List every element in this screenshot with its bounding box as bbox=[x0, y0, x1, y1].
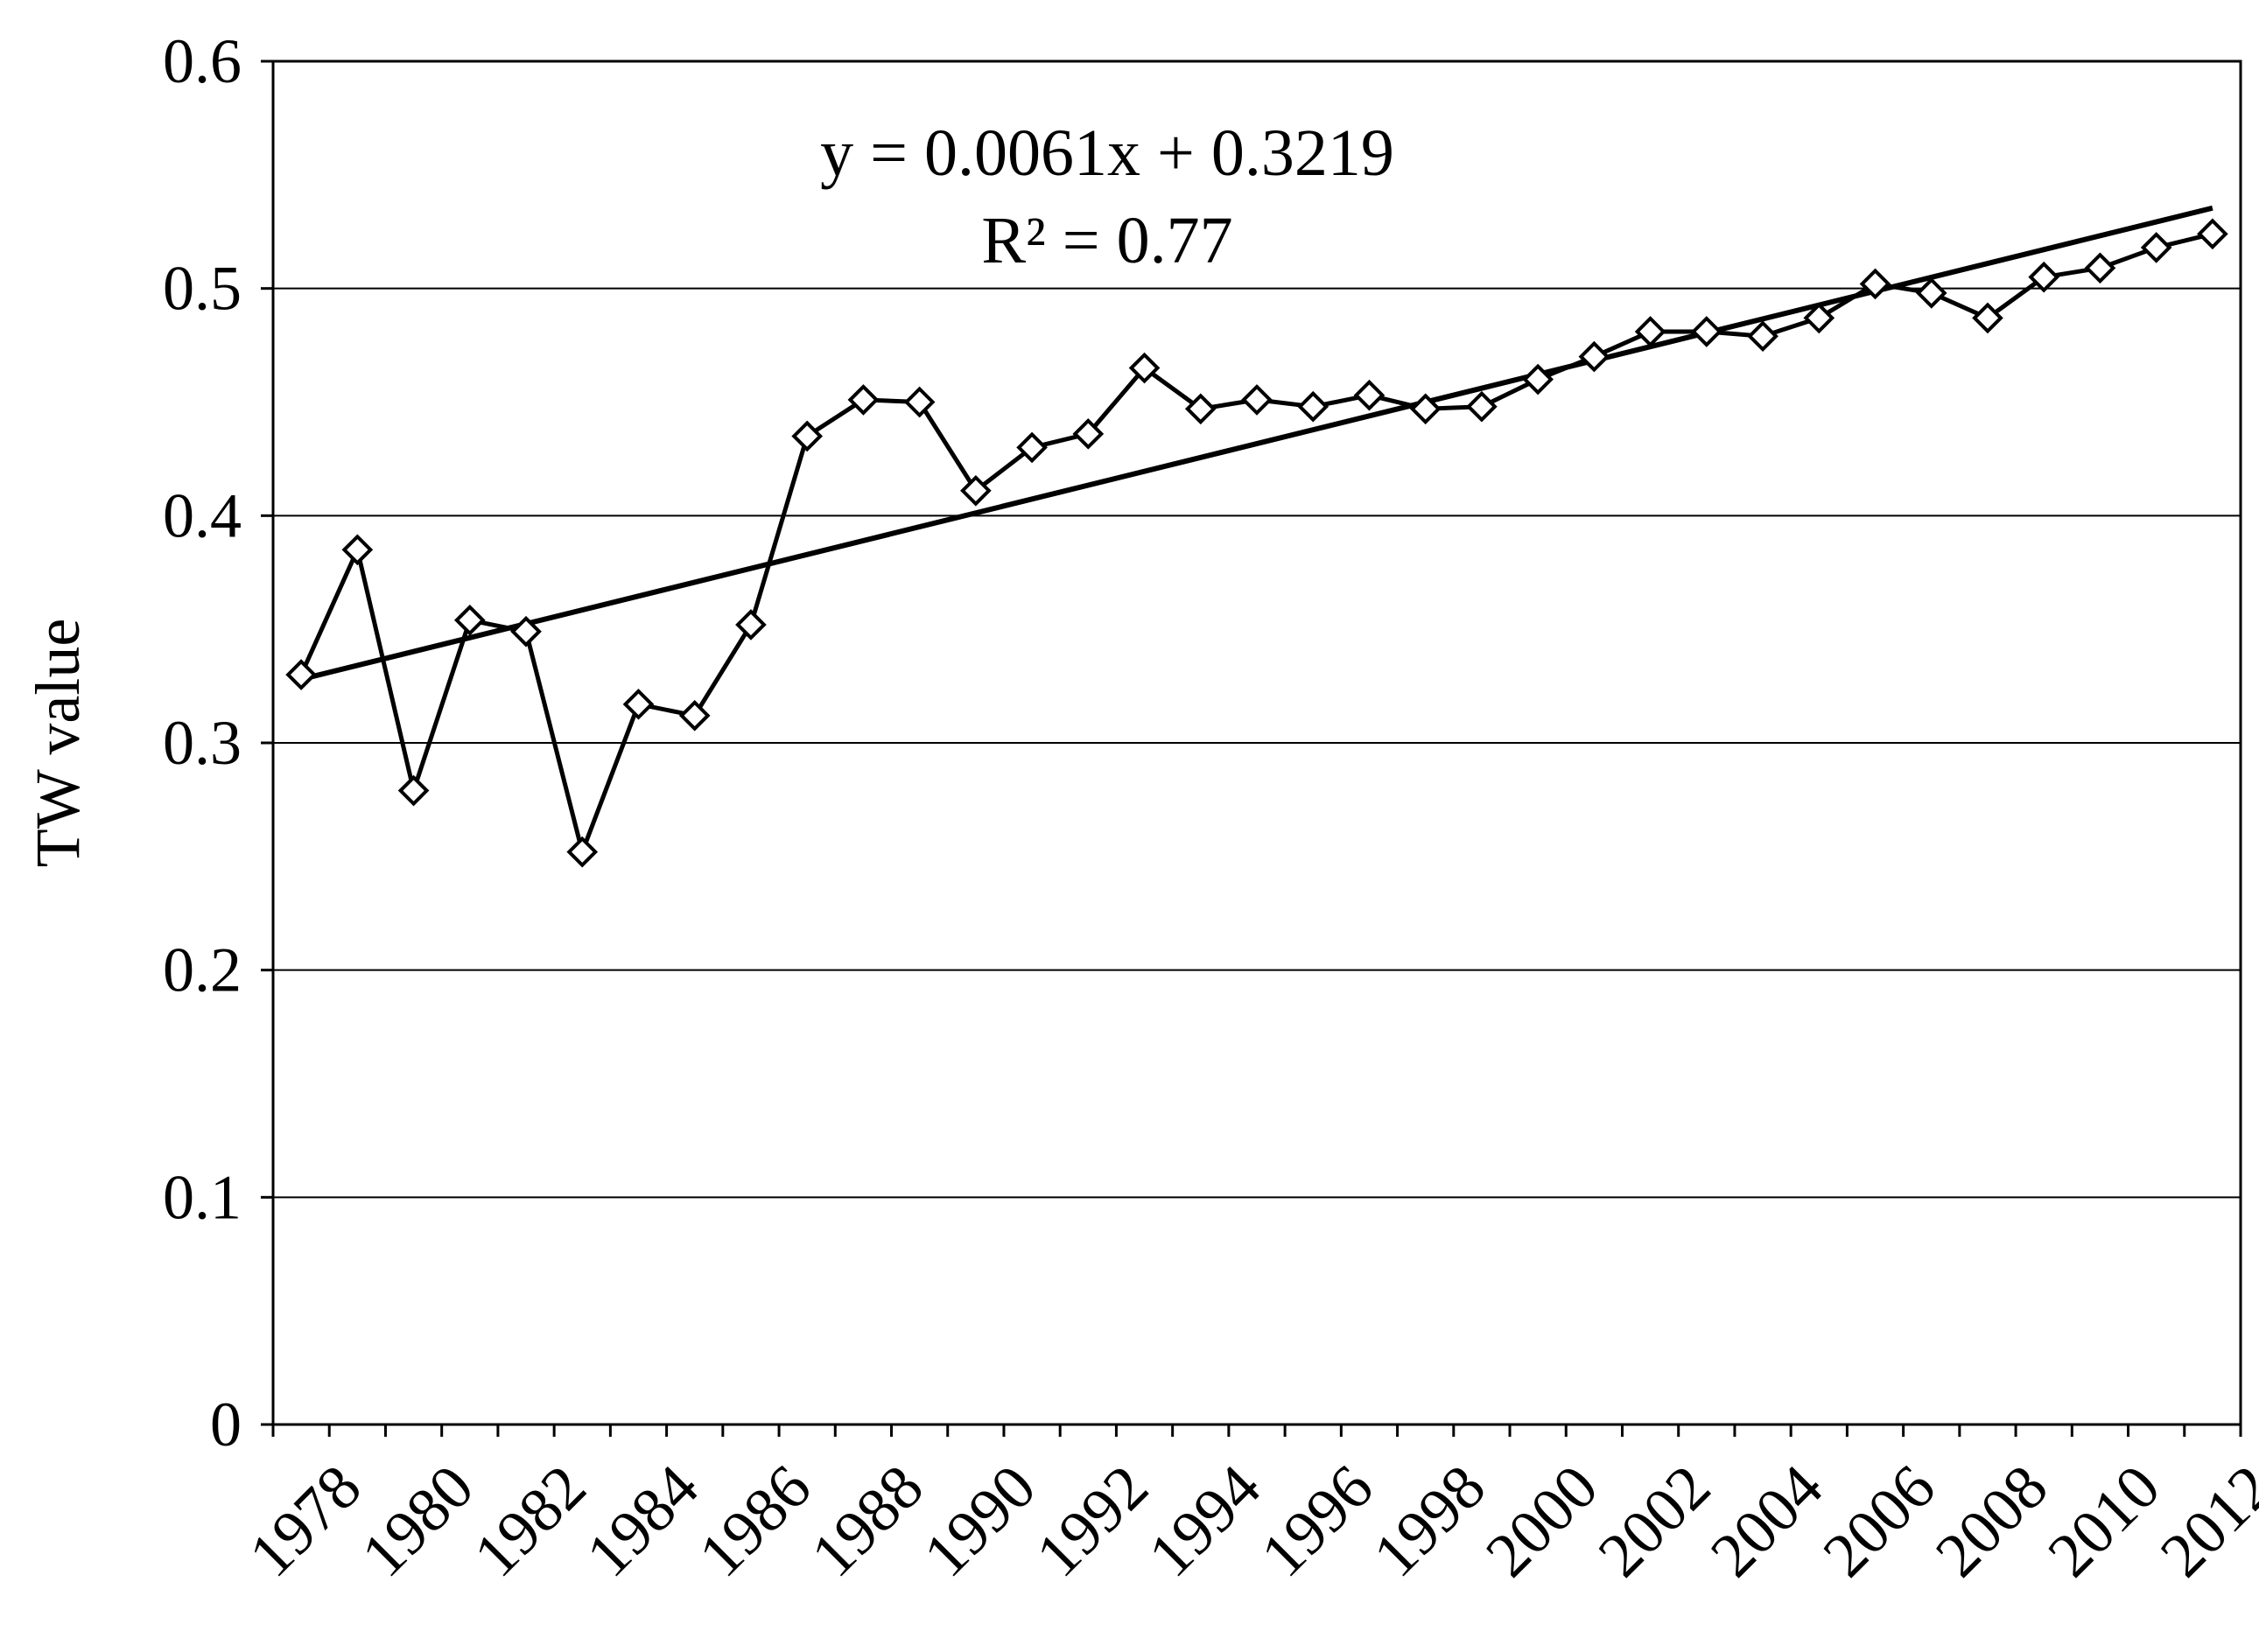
data-point-1992 bbox=[1072, 418, 1105, 450]
data-point-1980 bbox=[397, 774, 430, 807]
x-tick-label-7: 1992 bbox=[1022, 1452, 1161, 1590]
x-tick-label-16: 2010 bbox=[2035, 1452, 2173, 1590]
data-point-2005 bbox=[1803, 302, 1835, 334]
x-tick-label-2: 1982 bbox=[460, 1452, 599, 1590]
data-point-1979 bbox=[341, 534, 374, 566]
y-tick-label-1: 0.1 bbox=[163, 1162, 242, 1232]
gridlines bbox=[273, 287, 2241, 1199]
data-point-1981 bbox=[453, 604, 486, 636]
data-point-1991 bbox=[1016, 431, 1048, 464]
data-point-2002 bbox=[1634, 316, 1666, 347]
data-point-2011 bbox=[2140, 232, 2172, 263]
data-point-1983 bbox=[566, 836, 599, 868]
x-tick-label-12: 2002 bbox=[1585, 1452, 1723, 1590]
x-tick-label-13: 2004 bbox=[1697, 1452, 1835, 1590]
data-point-2003 bbox=[1691, 316, 1722, 347]
data-point-1990 bbox=[960, 474, 992, 507]
data-point-2001 bbox=[1578, 340, 1610, 373]
data-point-1994 bbox=[1184, 393, 1217, 425]
y-tick-label-6: 0.6 bbox=[163, 26, 242, 96]
data-point-1998 bbox=[1409, 393, 1442, 425]
data-point-2009 bbox=[2028, 261, 2060, 293]
data-point-1995 bbox=[1241, 384, 1273, 416]
x-tick-label-15: 2008 bbox=[1922, 1452, 2060, 1590]
x-tick-label-11: 2000 bbox=[1472, 1452, 1610, 1590]
series-line bbox=[298, 231, 2213, 855]
data-point-1996 bbox=[1297, 390, 1329, 423]
x-tick-label-8: 1994 bbox=[1135, 1452, 1273, 1590]
y-tick-label-4: 0.4 bbox=[163, 480, 242, 550]
x-tick-label-14: 2006 bbox=[1810, 1452, 1948, 1590]
y-axis-title: TW value bbox=[23, 619, 93, 868]
x-tick-label-1: 1980 bbox=[348, 1452, 487, 1590]
data-point-1984 bbox=[622, 689, 655, 720]
data-point-1997 bbox=[1353, 379, 1386, 411]
trendline bbox=[300, 205, 2213, 682]
x-tick-label-17: 2012 bbox=[2147, 1452, 2259, 1590]
x-axis: 1978198019821984198619881990199219941996… bbox=[235, 1424, 2259, 1590]
data-point-2007 bbox=[1915, 277, 1947, 309]
data-point-1988 bbox=[847, 384, 880, 416]
data-point-1989 bbox=[903, 386, 936, 418]
data-point-1986 bbox=[735, 609, 767, 640]
y-tick-label-3: 0.3 bbox=[163, 708, 242, 778]
data-point-1978 bbox=[285, 659, 317, 690]
data-point-1987 bbox=[791, 420, 823, 452]
x-tick-label-4: 1986 bbox=[685, 1452, 824, 1590]
x-tick-label-5: 1988 bbox=[798, 1452, 937, 1590]
y-tick-label-0: 0 bbox=[210, 1390, 242, 1460]
y-tick-label-5: 0.5 bbox=[163, 254, 242, 324]
y-axis: 0 0.1 0.2 0.3 0.4 0.5 0.6 bbox=[163, 26, 273, 1460]
data-point-1982 bbox=[510, 615, 542, 648]
y-tick-label-2: 0.2 bbox=[163, 935, 242, 1005]
trendline-equation: y = 0.0061x + 0.3219 bbox=[820, 116, 1394, 190]
x-tick-label-3: 1984 bbox=[573, 1452, 712, 1590]
x-tick-label-9: 1996 bbox=[1247, 1452, 1386, 1590]
x-tick-label-10: 1998 bbox=[1360, 1452, 1498, 1590]
series-markers bbox=[285, 218, 2228, 868]
data-point-2012 bbox=[2197, 218, 2228, 250]
x-tick-label-6: 1990 bbox=[910, 1452, 1049, 1590]
data-point-1993 bbox=[1128, 352, 1161, 384]
data-point-1985 bbox=[678, 700, 711, 732]
trendline-r-squared: R² = 0.77 bbox=[981, 204, 1232, 277]
data-point-2006 bbox=[1859, 268, 1891, 300]
data-point-1999 bbox=[1466, 390, 1498, 423]
x-tick-label-0: 1978 bbox=[235, 1452, 374, 1590]
data-point-2010 bbox=[2084, 252, 2116, 284]
data-point-2008 bbox=[1972, 302, 2003, 334]
data-point-2000 bbox=[1522, 363, 1554, 396]
data-point-2004 bbox=[1747, 320, 1778, 353]
